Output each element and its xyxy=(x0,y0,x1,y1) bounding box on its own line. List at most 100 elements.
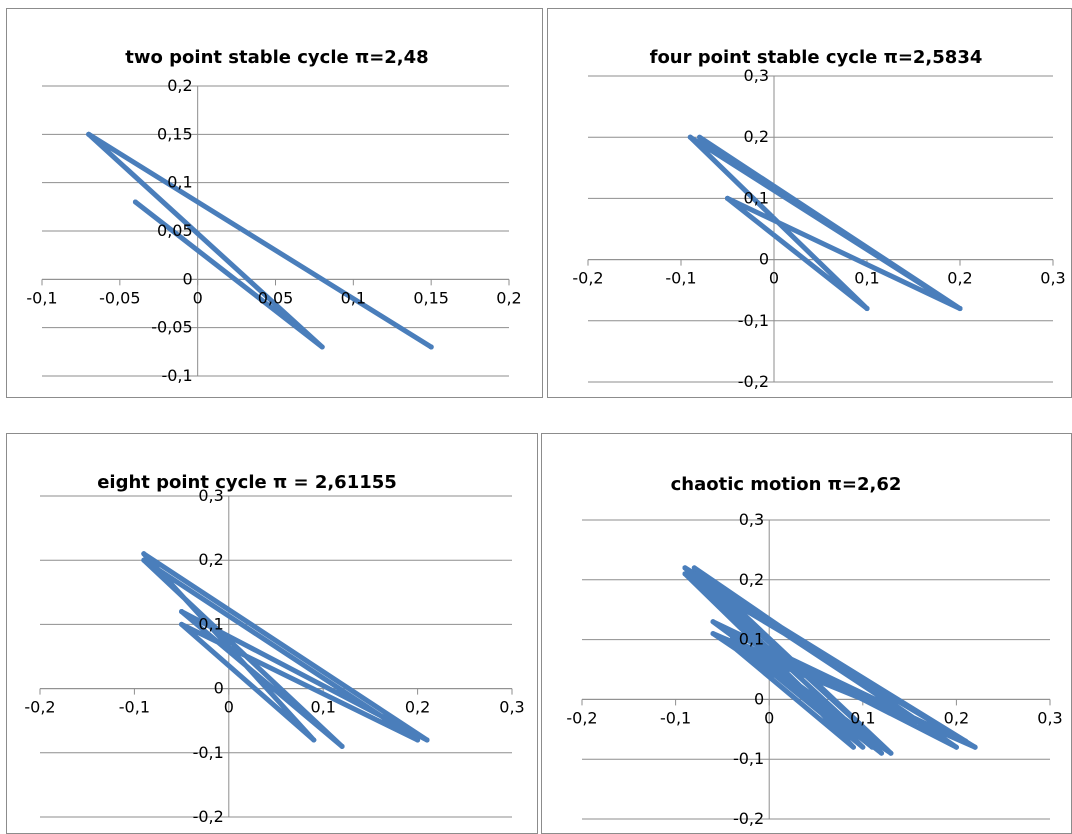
data-point xyxy=(710,619,716,625)
y-tick-label: -0,2 xyxy=(193,807,224,826)
x-tick-label: 0 xyxy=(193,288,203,307)
x-tick-label: 0,3 xyxy=(499,698,524,717)
data-point xyxy=(141,557,147,563)
data-point xyxy=(725,195,730,201)
y-tick-label: 0,3 xyxy=(198,486,223,505)
x-tick-label: 0,1 xyxy=(854,269,879,288)
x-tick-label: -0,1 xyxy=(119,698,150,717)
y-tick-label: -0,05 xyxy=(151,318,192,337)
data-point xyxy=(86,131,92,137)
y-tick-label: 0 xyxy=(214,679,224,698)
data-point xyxy=(888,750,894,756)
data-point xyxy=(691,565,697,571)
y-tick-label: -0,1 xyxy=(738,311,769,330)
x-tick-label: 0,2 xyxy=(405,698,430,717)
data-point xyxy=(729,637,735,643)
data-point xyxy=(697,134,703,140)
data-point xyxy=(311,737,317,743)
data-point xyxy=(957,306,963,312)
data-point xyxy=(132,199,138,205)
chart-eight-point-cycle: -0,2-0,100,10,20,3-0,2 -0,1 0 0,1 0,2 0,3eigh… xyxy=(24,472,524,826)
y-tick-label: 0,2 xyxy=(198,550,223,569)
chart-chaotic-motion: -0,2 -0,1 0 0,1 0,2 0,3 -0,2 -0,1 0 0,1 0,2 0,3 chao… xyxy=(566,474,1062,828)
chart-title: four point stable cycle π=2,5834 xyxy=(650,47,983,68)
data-point xyxy=(972,744,978,750)
y-tick-label: 0,2 xyxy=(167,76,192,95)
x-tick-label: 0,2 xyxy=(944,708,969,727)
x-tick-label: -0,2 xyxy=(572,269,603,288)
data-point xyxy=(141,551,147,557)
y-tick-label: 0,3 xyxy=(744,66,769,85)
y-tick-label: 0 xyxy=(754,689,764,708)
chart-title: chaotic motion π=2,62 xyxy=(671,474,902,495)
x-tick-label: 0,3 xyxy=(1040,269,1065,288)
data-point xyxy=(339,743,345,749)
y-tick-label: 0,1 xyxy=(744,188,769,207)
x-tick-label: -0,1 xyxy=(665,269,696,288)
y-tick-label: -0,2 xyxy=(733,809,764,828)
y-tick-label: 0,1 xyxy=(198,614,223,633)
data-point xyxy=(179,609,185,615)
y-tick-label: 0 xyxy=(182,269,192,288)
chart-panel-chaotic-motion: -0,2 -0,1 0 0,1 0,2 0,3 -0,2 -0,1 0 0,1 0,2 0,3 chao… xyxy=(541,433,1072,834)
data-point xyxy=(687,134,693,140)
series-curve xyxy=(141,551,430,749)
series-curve xyxy=(86,131,434,350)
data-point xyxy=(963,738,969,744)
data-point xyxy=(424,737,430,743)
data-point xyxy=(864,306,870,312)
y-tick-label: -0,2 xyxy=(738,372,769,391)
x-tick-label: 0 xyxy=(224,698,234,717)
chart-panel-four-point-cycle: -0,2 -0,1 0 0,1 0,2 0,3 -0,2 -0,1 0 0,1 0,2 0,3 four… xyxy=(547,8,1072,398)
y-tick-label: 0,1 xyxy=(739,630,764,649)
chart-title: two point stable cycle π=2,48 xyxy=(125,47,428,68)
x-tick-label: 0,3 xyxy=(1037,708,1062,727)
data-point xyxy=(691,571,697,577)
data-point xyxy=(879,750,885,756)
x-tick-label: -0,1 xyxy=(26,288,57,307)
data-point xyxy=(682,565,688,571)
y-tick-label: 0,2 xyxy=(744,127,769,146)
y-tick-label: 0,2 xyxy=(739,570,764,589)
y-tick-label: -0,1 xyxy=(193,743,224,762)
y-tick-label: -0,1 xyxy=(161,366,192,385)
x-tick-label: 0 xyxy=(764,708,774,727)
data-point xyxy=(179,621,185,627)
data-point xyxy=(719,625,725,631)
x-tick-label: 0,1 xyxy=(310,698,335,717)
x-tick-label: 0,1 xyxy=(341,288,366,307)
x-tick-label: 0,2 xyxy=(947,269,972,288)
x-tick-label: -0,2 xyxy=(24,698,55,717)
data-point xyxy=(850,744,856,750)
x-tick-label: 0,05 xyxy=(258,288,294,307)
data-point xyxy=(710,631,716,637)
chart-panel-two-point-cycle: -0,1 -0,05 0 0,05 0,1 0,15 0,2 -0,1 -0,05 0 0,05 0,… xyxy=(6,8,543,398)
data-point xyxy=(869,744,875,750)
data-point xyxy=(729,643,735,649)
x-tick-label: 0 xyxy=(769,269,779,288)
x-tick-label: -0,05 xyxy=(99,288,140,307)
series-curve xyxy=(687,134,963,312)
chart-four-point-cycle: -0,2-0,100,10,20,3-0,2 -0,1 0 0,1 0,2 0,3four… xyxy=(572,47,1065,391)
data-point xyxy=(953,744,959,750)
y-tick-label: -0,1 xyxy=(733,749,764,768)
x-tick-label: 0,1 xyxy=(850,708,875,727)
x-tick-label: -0,2 xyxy=(566,708,597,727)
y-tick-label: 0,05 xyxy=(157,221,193,240)
data-point xyxy=(319,344,325,350)
y-tick-label: 0,15 xyxy=(157,124,193,143)
data-point xyxy=(415,737,421,743)
x-tick-label: 0,15 xyxy=(413,288,449,307)
data-point xyxy=(682,571,688,577)
series-curve xyxy=(682,565,978,756)
x-tick-label: -0,1 xyxy=(660,708,691,727)
chart-title: eight point cycle π = 2,61155 xyxy=(97,472,397,493)
data-point xyxy=(428,344,434,350)
chart-panel-eight-point-cycle: -0,2 -0,1 0 0,1 0,2 0,3 -0,2 -0,1 0 0,1 0,2 0,3 eigh… xyxy=(6,433,538,834)
data-point xyxy=(860,744,866,750)
y-tick-label: 0,3 xyxy=(739,510,764,529)
y-tick-label: 0,1 xyxy=(167,173,192,192)
y-tick-label: 0 xyxy=(759,250,769,269)
x-tick-label: 0,2 xyxy=(496,288,521,307)
